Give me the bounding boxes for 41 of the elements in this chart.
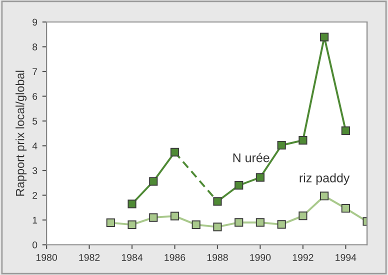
y-tick-label: 5 <box>32 118 38 125</box>
y-tick-label: 2 <box>32 192 38 199</box>
x-tick-label: 1992 <box>292 254 314 261</box>
point <box>298 136 308 145</box>
x-tick-label: 1990 <box>250 254 271 261</box>
point <box>320 192 329 200</box>
point <box>170 212 180 220</box>
point <box>234 218 244 227</box>
point <box>341 126 350 135</box>
x-tick-label: 1986 <box>164 254 186 261</box>
y-tick-label: 8 <box>32 43 38 50</box>
x-tick-label: 1980 <box>36 254 57 261</box>
y-tick-label: 1 <box>32 216 38 224</box>
point <box>277 140 286 150</box>
point <box>234 181 244 190</box>
point <box>277 220 286 229</box>
x-tick-label: 1988 <box>207 254 228 261</box>
point <box>341 204 350 213</box>
y-tick-label: 4 <box>32 142 38 150</box>
y-tick-label: 9 <box>32 18 38 26</box>
point <box>256 218 265 227</box>
y-tick-label: 6 <box>32 92 38 100</box>
point <box>298 211 308 220</box>
y-tick-label: 3 <box>32 167 38 174</box>
point <box>149 177 158 186</box>
point <box>128 200 136 208</box>
point <box>192 220 200 230</box>
series-label: riz paddy <box>300 173 350 185</box>
point <box>128 220 136 230</box>
point <box>149 213 158 222</box>
x-tick-label: 1994 <box>336 254 356 261</box>
series-label: N urée <box>233 152 270 162</box>
y-tick-label: 0 <box>32 241 38 248</box>
x-tick-label: 1984 <box>122 254 143 261</box>
point <box>213 222 222 232</box>
y-axis-title: Rapport prix local/global <box>16 70 27 196</box>
point <box>106 218 115 228</box>
y-tick-label: 7 <box>32 68 38 76</box>
point <box>320 32 329 42</box>
point <box>256 173 265 182</box>
x-tick-label: 1982 <box>79 254 100 261</box>
